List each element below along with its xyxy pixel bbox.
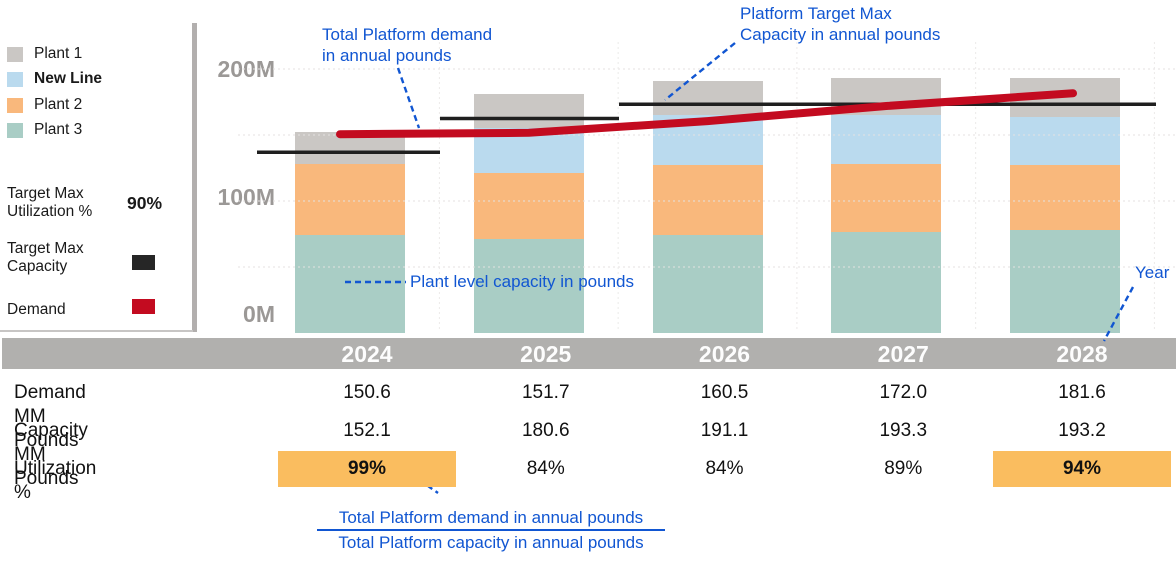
connector-year-annotation: [1102, 286, 1135, 342]
table-cell-2024-row1: 152.1: [343, 420, 391, 441]
utilization-formula-divider: [317, 529, 665, 531]
utilization-formula-numerator: Total Platform demand in annual pounds: [338, 508, 644, 527]
demand-label: Demand: [7, 301, 66, 318]
legend-label-plant-3: Plant 3: [34, 121, 83, 138]
bar-segment-plant-2-2025: [473, 172, 584, 239]
year-axis-band: [2, 338, 1176, 369]
plant-3-swatch: [7, 122, 23, 138]
utilization-highlight-2024: [278, 451, 456, 487]
year-label-2024: 2024: [341, 341, 393, 367]
bar-segment-plant-3-2028: [1010, 230, 1120, 333]
legend-label-new-line: New Line: [34, 70, 103, 87]
bar-segment-plant-1-2025: [473, 94, 584, 129]
table-cell-2028-row0: 181.6: [1058, 382, 1106, 403]
bar-segment-plant-3-2025: [473, 238, 584, 333]
demand-trend-line: [336, 89, 1077, 139]
plant-1-swatch: [7, 46, 23, 62]
y-tick-0m: 0M: [243, 301, 275, 327]
bar-segment-plant-3-2026: [652, 235, 763, 333]
table-cell-2027-row0: 172.0: [879, 382, 928, 403]
utilization-highlight-2028: [993, 451, 1171, 487]
year-label-2026: 2026: [698, 341, 751, 367]
bar-segment-plant-3-2024: [295, 234, 405, 333]
annotation-total-platform-demand-line1: Total Platform demand: [322, 25, 493, 44]
bar-segment-plant-2-2027: [831, 163, 942, 232]
y-tick-200m: 200M: [217, 56, 275, 82]
year-label-2025: 2025: [520, 341, 572, 367]
bar-segment-plant-3-2027: [831, 231, 942, 333]
target-max-utilization-label: Target Max Utilization %: [7, 185, 93, 220]
table-row-label-0: Demand MM Pounds: [14, 382, 86, 451]
axis-divider-line: [192, 23, 197, 332]
year-label-2027: 2027: [877, 341, 929, 367]
table-cell-2026-row0: 160.5: [700, 382, 749, 403]
legend-label-plant-2: Plant 2: [34, 96, 83, 113]
year-label-2028: 2028: [1056, 341, 1108, 367]
table-cell-2025-row1: 180.6: [521, 420, 570, 441]
demand-swatch: [132, 299, 155, 314]
table-row-label-1: Capacity MM Pounds: [14, 420, 88, 489]
table-cell-2027-row1: 193.3: [879, 420, 928, 441]
table-cell-2025-row0: 151.7: [521, 382, 570, 403]
table-cell-2027-row2: 89%: [884, 458, 923, 479]
table-cell-2026-row1: 191.1: [700, 420, 749, 441]
table-cell-2025-row2: 84%: [526, 458, 565, 479]
annotation-year: Year: [1135, 263, 1170, 282]
bar-segment-plant-2-2024: [295, 164, 405, 235]
new-line-swatch: [7, 71, 23, 87]
annotation-platform-target-max-line2: Capacity in annual pounds: [740, 25, 941, 44]
annotation-platform-target-max-line1: Platform Target Max: [740, 4, 892, 23]
bar-segment-plant-1-2026: [652, 80, 763, 115]
annotation-total-platform-demand-line2: in annual pounds: [322, 46, 452, 65]
bar-segment-new-line-2028: [1010, 116, 1120, 165]
table-cell-2024-row2: 99%: [347, 458, 387, 479]
utilization-formula: Total Platform demand in annual pounds T…: [317, 507, 665, 553]
legend-label-plant-1: Plant 1: [34, 45, 83, 62]
bar-segment-plant-2-2028: [1010, 164, 1120, 231]
legend-item-new-line: New Line: [7, 68, 102, 90]
plant-2-swatch: [7, 97, 23, 113]
bar-segment-plant-2-2026: [652, 165, 763, 236]
axis-baseline-left: [0, 330, 193, 332]
table-cell-2026-row2: 84%: [705, 458, 744, 479]
connector-target-annotation: [664, 42, 736, 101]
annotation-platform-target-max: Platform Target Max Capacity in annual p…: [740, 3, 940, 45]
table-cell-2028-row1: 193.2: [1058, 420, 1106, 441]
annotation-total-platform-demand: Total Platform demand in annual pounds: [322, 24, 492, 66]
table-cell-2028-row2: 94%: [1062, 458, 1102, 479]
legend-item-plant-3: Plant 3: [7, 119, 82, 141]
table-row-label-2: Utilization %: [14, 458, 97, 503]
target-max-capacity-swatch: [132, 255, 155, 270]
target-max-utilization-value: 90%: [127, 193, 163, 213]
y-tick-100m: 100M: [217, 184, 275, 210]
annotation-plant-level-capacity: Plant level capacity in pounds: [410, 272, 634, 291]
utilization-formula-denominator: Total Platform capacity in annual pounds: [338, 533, 644, 552]
target-max-capacity-label: Target Max Capacity: [7, 240, 84, 275]
connector-demand-annotation: [396, 67, 421, 129]
legend-item-plant-2: Plant 2: [7, 94, 82, 116]
bar-segment-new-line-2027: [831, 114, 942, 164]
table-cell-2024-row0: 150.6: [343, 382, 391, 403]
legend-item-plant-1: Plant 1: [7, 43, 82, 65]
